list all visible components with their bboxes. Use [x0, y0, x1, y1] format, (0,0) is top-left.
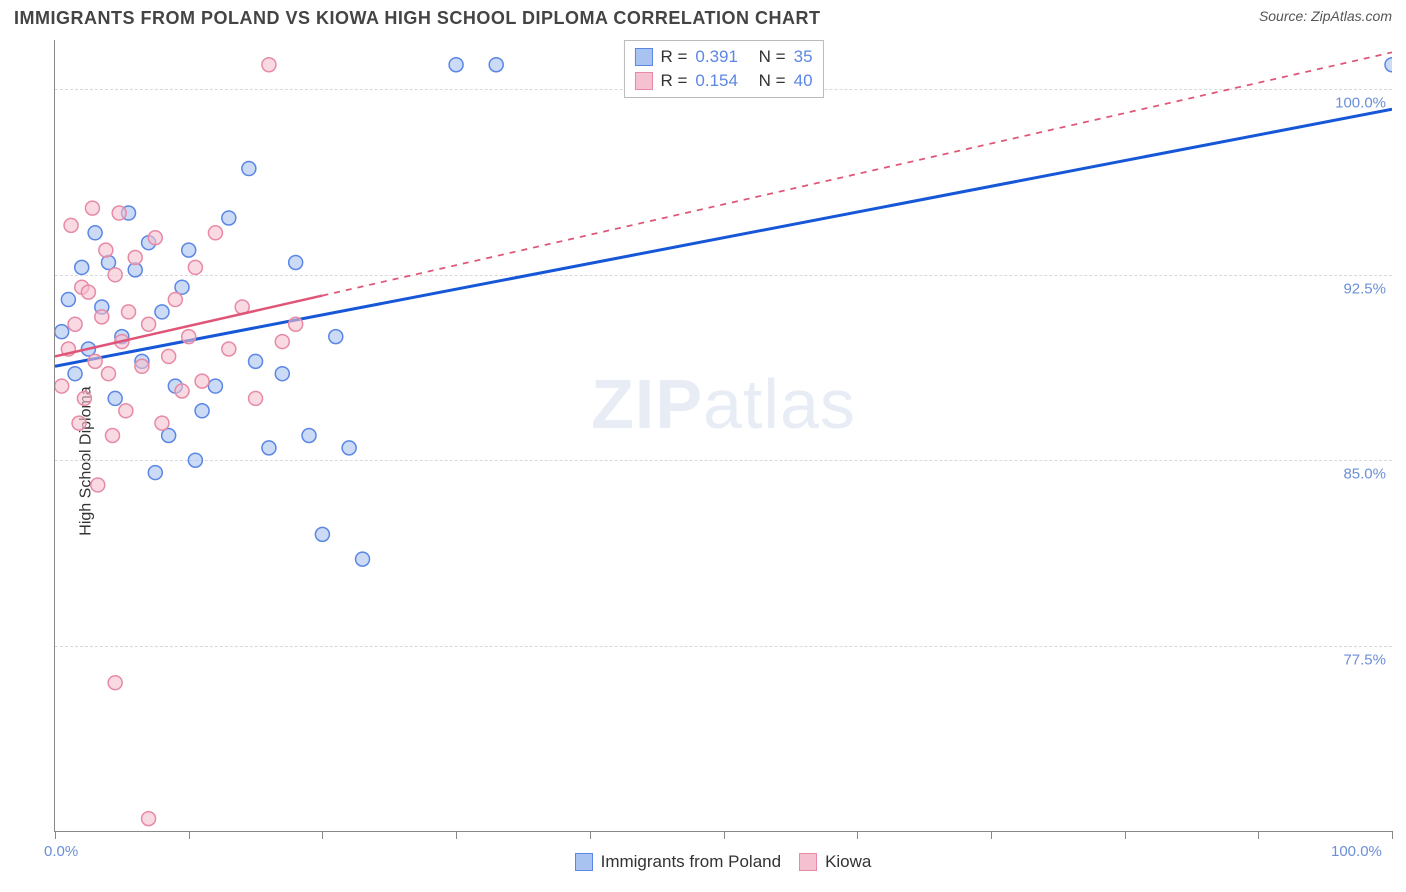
scatter-point: [182, 330, 196, 344]
scatter-point: [68, 317, 82, 331]
scatter-point: [208, 379, 222, 393]
scatter-point: [95, 310, 109, 324]
scatter-point: [289, 255, 303, 269]
scatter-point: [222, 342, 236, 356]
legend-correlation: R = 0.391 N = 35 R = 0.154 N = 40: [623, 40, 823, 98]
scatter-point: [64, 218, 78, 232]
legend-n-value-2: 40: [794, 69, 813, 93]
scatter-point: [101, 367, 115, 381]
scatter-point: [75, 260, 89, 274]
scatter-point: [112, 206, 126, 220]
legend-item-1: Immigrants from Poland: [575, 852, 781, 872]
legend-n-value-1: 35: [794, 45, 813, 69]
scatter-point: [99, 243, 113, 257]
scatter-point: [342, 441, 356, 455]
scatter-point: [188, 260, 202, 274]
legend-series: Immigrants from Poland Kiowa: [54, 842, 1392, 882]
trend-line: [55, 109, 1392, 366]
scatter-point: [168, 293, 182, 307]
scatter-point: [119, 404, 133, 418]
scatter-point: [275, 335, 289, 349]
scatter-point: [329, 330, 343, 344]
scatter-point: [81, 285, 95, 299]
scatter-point: [356, 552, 370, 566]
scatter-point: [148, 466, 162, 480]
scatter-point: [175, 384, 189, 398]
scatter-point: [249, 354, 263, 368]
legend-n-label: N =: [759, 69, 786, 93]
scatter-point: [262, 58, 276, 72]
scatter-point: [88, 354, 102, 368]
scatter-point: [155, 416, 169, 430]
scatter-point: [55, 325, 69, 339]
legend-r-value-1: 0.391: [695, 45, 738, 69]
scatter-point: [142, 317, 156, 331]
scatter-point: [162, 349, 176, 363]
scatter-point: [249, 391, 263, 405]
trend-line-extrapolated: [322, 52, 1392, 295]
scatter-point: [182, 243, 196, 257]
scatter-point: [489, 58, 503, 72]
scatter-point: [242, 162, 256, 176]
plot-svg: [55, 40, 1392, 831]
scatter-point: [449, 58, 463, 72]
scatter-point: [275, 367, 289, 381]
scatter-point: [72, 416, 86, 430]
scatter-point: [289, 317, 303, 331]
scatter-point: [85, 201, 99, 215]
x-tick-label: 0.0%: [44, 843, 78, 860]
legend-swatch-series-1: [575, 853, 593, 871]
scatter-point: [195, 374, 209, 388]
legend-r-label: R =: [660, 45, 687, 69]
scatter-point: [148, 231, 162, 245]
scatter-point: [142, 812, 156, 826]
scatter-point: [315, 527, 329, 541]
legend-r-label: R =: [660, 69, 687, 93]
scatter-point: [91, 478, 105, 492]
scatter-point: [208, 226, 222, 240]
legend-swatch-1: [634, 48, 652, 66]
scatter-point: [122, 305, 136, 319]
legend-label-series-2: Kiowa: [825, 852, 871, 872]
legend-label-series-1: Immigrants from Poland: [601, 852, 781, 872]
chart-title: IMMIGRANTS FROM POLAND VS KIOWA HIGH SCH…: [14, 8, 820, 29]
scatter-point: [108, 676, 122, 690]
legend-row-series-1: R = 0.391 N = 35: [634, 45, 812, 69]
scatter-point: [55, 379, 69, 393]
legend-swatch-series-2: [799, 853, 817, 871]
legend-n-label: N =: [759, 45, 786, 69]
scatter-point: [68, 367, 82, 381]
x-tick-label: 100.0%: [1331, 843, 1382, 860]
source-label: Source: ZipAtlas.com: [1259, 8, 1392, 24]
scatter-point: [302, 429, 316, 443]
scatter-point: [61, 293, 75, 307]
chart-container: High School Diploma ZIPatlas R = 0.391 N…: [14, 40, 1392, 882]
scatter-point: [105, 429, 119, 443]
scatter-point: [1385, 58, 1392, 72]
scatter-point: [155, 305, 169, 319]
scatter-point: [188, 453, 202, 467]
plot-area: ZIPatlas R = 0.391 N = 35 R = 0.154 N = …: [54, 40, 1392, 832]
legend-swatch-2: [634, 72, 652, 90]
legend-row-series-2: R = 0.154 N = 40: [634, 69, 812, 93]
scatter-point: [108, 391, 122, 405]
scatter-point: [262, 441, 276, 455]
scatter-point: [195, 404, 209, 418]
scatter-point: [222, 211, 236, 225]
legend-r-value-2: 0.154: [695, 69, 738, 93]
scatter-point: [77, 391, 91, 405]
scatter-point: [108, 268, 122, 282]
scatter-point: [128, 251, 142, 265]
scatter-point: [88, 226, 102, 240]
scatter-point: [135, 359, 149, 373]
legend-item-2: Kiowa: [799, 852, 871, 872]
